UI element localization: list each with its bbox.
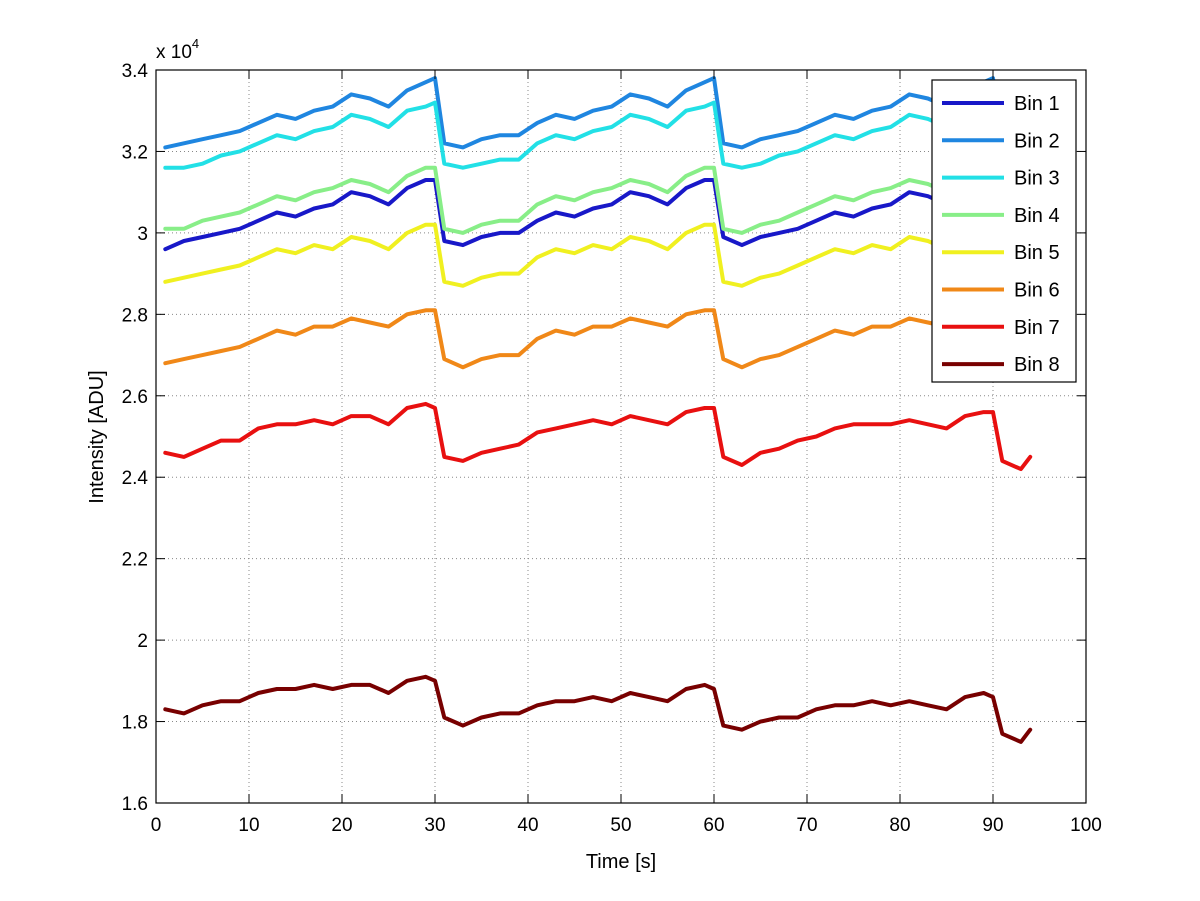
y-tick-label: 3 xyxy=(137,224,148,245)
y-tick-label: 2.6 xyxy=(122,387,148,408)
y-tick-label: 3.4 xyxy=(122,61,149,82)
series-line-bin-7 xyxy=(163,401,1033,472)
legend-label-bin-1: Bin 1 xyxy=(1014,93,1060,115)
legend-label-bin-5: Bin 5 xyxy=(1014,242,1060,264)
series-line-bin-5 xyxy=(163,222,1033,288)
x-tick-labels: 0 10 20 30 40 50 60 70 80 90 100 xyxy=(151,815,1102,836)
legend-label-bin-7: Bin 7 xyxy=(1014,317,1060,339)
y-tick-label: 2 xyxy=(137,631,148,652)
series-line-bin-4 xyxy=(163,165,1033,235)
legend-label-bin-6: Bin 6 xyxy=(1014,280,1060,302)
x-tick-label: 50 xyxy=(610,815,631,836)
series-layer xyxy=(163,76,1033,744)
y-tick-label: 2.4 xyxy=(122,468,149,489)
x-tick-label: 90 xyxy=(982,815,1003,836)
y-axis-multiplier: x 104 xyxy=(156,36,199,63)
legend-label-bin-2: Bin 2 xyxy=(1014,130,1060,152)
legend: Bin 1 Bin 2 Bin 3 Bin 4 Bin 5 Bin 6 Bin 7 Bin 8 xyxy=(931,79,1077,383)
series-line-bin-3 xyxy=(163,100,1033,170)
x-tick-label: 0 xyxy=(151,815,162,836)
y-axis-multiplier-exponent: 4 xyxy=(192,36,199,51)
y-tick-label: 1.8 xyxy=(122,713,148,734)
y-axis-multiplier-base: x 10 xyxy=(156,42,192,63)
legend-label-bin-8: Bin 8 xyxy=(1014,354,1060,376)
x-tick-label: 70 xyxy=(796,815,817,836)
y-tick-labels: 1.6 1.8 2 2.2 2.4 2.6 2.8 3 3.2 3.4 xyxy=(122,61,149,815)
x-tick-label: 10 xyxy=(238,815,259,836)
series-line-bin-2 xyxy=(163,76,1033,150)
x-axis-label: Time [s] xyxy=(586,851,656,873)
y-tick-label: 2.8 xyxy=(122,305,148,326)
series-line-bin-1 xyxy=(163,178,1033,252)
y-axis-label: Intensity [ADU] xyxy=(86,370,108,503)
axis-ticks xyxy=(155,69,1087,804)
y-tick-label: 1.6 xyxy=(122,794,148,815)
x-tick-label: 60 xyxy=(703,815,724,836)
x-tick-label: 100 xyxy=(1070,815,1102,836)
x-tick-label: 20 xyxy=(331,815,352,836)
x-tick-label: 80 xyxy=(889,815,910,836)
legend-label-bin-4: Bin 4 xyxy=(1014,205,1060,227)
y-tick-label: 3.2 xyxy=(122,142,148,163)
legend-label-bin-3: Bin 3 xyxy=(1014,168,1060,190)
y-tick-label: 2.2 xyxy=(122,550,148,571)
x-tick-label: 30 xyxy=(424,815,445,836)
x-tick-label: 40 xyxy=(517,815,538,836)
series-line-bin-8 xyxy=(163,674,1033,744)
series-line-bin-6 xyxy=(163,308,1033,370)
legend-box xyxy=(931,79,1077,383)
